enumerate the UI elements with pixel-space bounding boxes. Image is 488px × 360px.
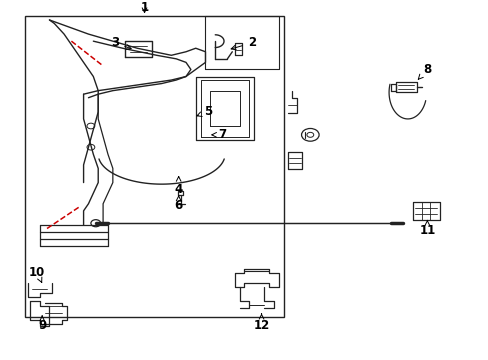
Text: 5: 5 xyxy=(197,105,212,118)
Text: 3: 3 xyxy=(111,36,131,49)
Text: 10: 10 xyxy=(29,266,45,283)
Text: 9: 9 xyxy=(38,316,46,332)
Text: 12: 12 xyxy=(253,314,269,332)
Text: 6: 6 xyxy=(174,196,183,212)
Text: 8: 8 xyxy=(417,63,430,79)
Text: 2: 2 xyxy=(231,36,255,50)
Text: 4: 4 xyxy=(174,176,183,196)
Text: 11: 11 xyxy=(418,221,435,237)
Text: 1: 1 xyxy=(140,1,148,14)
Bar xyxy=(25,17,283,317)
Text: 7: 7 xyxy=(211,128,226,141)
